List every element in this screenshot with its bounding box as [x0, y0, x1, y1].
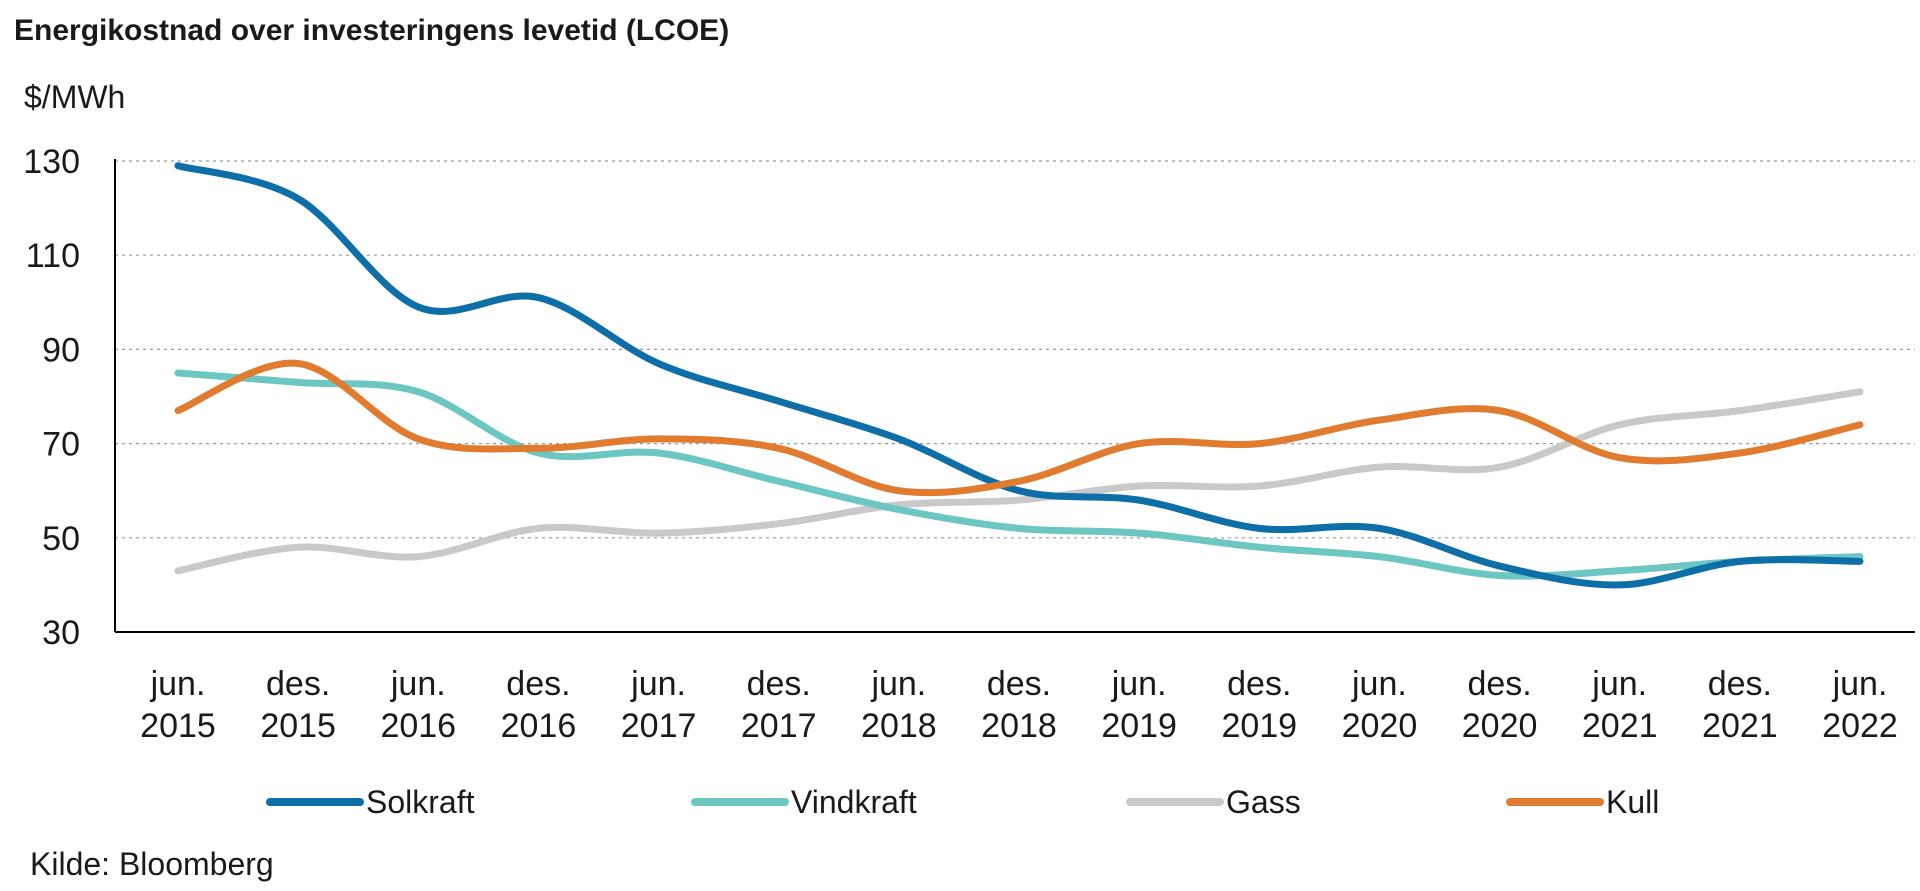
x-tick-labels: jun. 2015 des. 2015 jun. 2016 des. 2016 jun. 2017…	[140, 665, 1898, 745]
x-tick-label-year: 2021	[1582, 707, 1658, 745]
series-lines	[174, 162, 1864, 589]
y-unit-label: $/MWh	[24, 79, 125, 115]
x-tick-label-year: 2015	[260, 707, 336, 745]
series-line-kull	[174, 359, 1864, 497]
x-tick-label-year: 2017	[741, 707, 817, 745]
y-tick-label: 30	[42, 614, 80, 652]
x-tick-label-month: des.	[266, 665, 330, 703]
x-tick-label-month: des.	[1227, 665, 1291, 703]
y-tick-label: 90	[42, 331, 80, 369]
y-tick-label: 70	[42, 426, 80, 464]
y-tick-label: 50	[42, 520, 80, 558]
legend-label-vindkraft: Vindkraft	[791, 784, 917, 820]
x-tick-label-month: des.	[747, 665, 811, 703]
x-tick-label-year: 2022	[1822, 707, 1898, 745]
x-tick-label-year: 2016	[501, 707, 577, 745]
y-tick-label: 130	[23, 143, 80, 181]
source-note: Kilde: Bloomberg	[30, 846, 274, 882]
x-tick-label-month: jun.	[1832, 665, 1888, 703]
x-tick-label-month: des.	[506, 665, 570, 703]
legend: Solkraft Vindkraft Gass Kull	[266, 784, 1659, 820]
x-tick-label-year: 2020	[1342, 707, 1418, 745]
x-tick-label-year: 2016	[380, 707, 456, 745]
chart-title: Energikostnad over investeringens leveti…	[14, 14, 730, 47]
x-tick-label-year: 2019	[1101, 707, 1177, 745]
x-tick-label-year: 2021	[1702, 707, 1778, 745]
x-tick-label-year: 2017	[621, 707, 697, 745]
x-tick-label-year: 2020	[1462, 707, 1538, 745]
x-tick-label-month: jun.	[1351, 665, 1407, 703]
x-tick-label-month: jun.	[150, 665, 206, 703]
series-line-vindkraft	[174, 369, 1864, 580]
x-tick-label-month: jun.	[870, 665, 926, 703]
y-tick-label: 110	[26, 237, 80, 275]
x-tick-label-month: jun.	[1111, 665, 1167, 703]
legend-label-solkraft: Solkraft	[366, 784, 475, 820]
x-tick-label-month: jun.	[630, 665, 686, 703]
x-tick-label-month: jun.	[390, 665, 446, 703]
series-line-gass	[174, 388, 1864, 575]
axes	[114, 159, 1915, 633]
y-tick-labels: 30 50 70 90 110 130	[23, 143, 80, 652]
x-tick-label-year: 2018	[861, 707, 937, 745]
gridlines	[115, 160, 1915, 539]
series-line-solkraft	[174, 162, 1864, 589]
x-tick-label-month: des.	[1467, 665, 1531, 703]
x-tick-label-month: jun.	[1591, 665, 1647, 703]
x-tick-label-month: des.	[1708, 665, 1772, 703]
x-tick-label-month: des.	[987, 665, 1051, 703]
x-tick-label-year: 2015	[140, 707, 216, 745]
x-tick-label-year: 2019	[1221, 707, 1297, 745]
x-tick-label-year: 2018	[981, 707, 1057, 745]
legend-label-kull: Kull	[1606, 784, 1659, 820]
legend-label-gass: Gass	[1226, 784, 1301, 820]
